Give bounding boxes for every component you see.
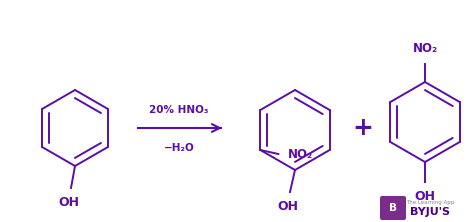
- Text: NO₂: NO₂: [412, 42, 438, 54]
- Text: OH: OH: [414, 190, 436, 202]
- Text: BYJU'S: BYJU'S: [410, 207, 450, 217]
- Text: NO₂: NO₂: [288, 147, 313, 161]
- Text: 20% HNO₃: 20% HNO₃: [149, 105, 209, 115]
- Text: OH: OH: [277, 200, 299, 212]
- Text: +: +: [353, 116, 374, 140]
- FancyBboxPatch shape: [380, 196, 406, 220]
- Text: The Learning App: The Learning App: [406, 200, 454, 204]
- Text: B: B: [389, 203, 397, 213]
- Text: −H₂O: −H₂O: [164, 143, 194, 153]
- Text: OH: OH: [58, 196, 80, 208]
